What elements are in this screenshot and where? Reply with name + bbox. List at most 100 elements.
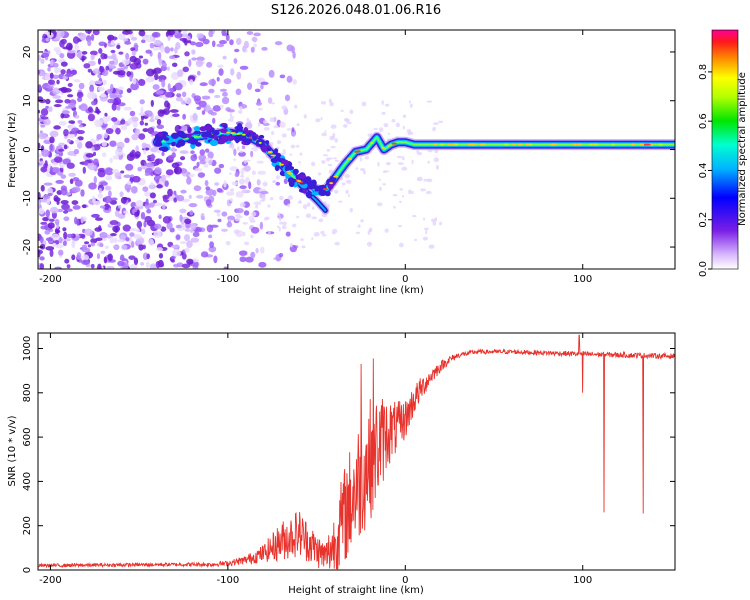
noise-speckle (66, 162, 75, 169)
noise-speckle (226, 191, 235, 196)
noise-speckle (382, 170, 387, 173)
noise-speckle (239, 202, 246, 208)
noise-speckle (243, 210, 250, 216)
noise-speckle (229, 172, 232, 175)
noise-speckle (138, 112, 146, 117)
noise-speckle (253, 32, 261, 37)
noise-speckle (140, 39, 146, 44)
ridge-blob (310, 179, 317, 187)
noise-speckle (52, 74, 59, 80)
noise-speckle (385, 161, 391, 166)
noise-speckle (52, 62, 59, 68)
noise-speckle (137, 78, 146, 87)
noise-speckle (60, 188, 68, 196)
noise-speckle (66, 233, 74, 238)
noise-speckle (72, 36, 80, 44)
noise-speckle (60, 200, 69, 205)
noise-speckle (54, 218, 60, 226)
noise-speckle (140, 262, 145, 266)
noise-speckle (199, 159, 207, 165)
noise-speckle (81, 55, 85, 62)
noise-speckle (250, 150, 254, 158)
noise-speckle (64, 73, 74, 78)
noise-speckle (158, 214, 162, 220)
noise-speckle (38, 109, 41, 114)
ridge-peak (447, 143, 451, 146)
ridge-blob (223, 124, 228, 129)
ridge-blob (292, 168, 299, 175)
noise-speckle (68, 172, 76, 177)
noise-speckle (64, 258, 70, 264)
noise-speckle (97, 86, 105, 92)
spectrogram-x-tick-label: -100 (217, 274, 240, 285)
noise-speckle (106, 265, 115, 269)
noise-speckle (175, 42, 181, 50)
noise-speckle (156, 124, 165, 130)
noise-speckle (250, 46, 255, 53)
noise-speckle (428, 244, 435, 249)
noise-speckle (162, 216, 171, 224)
noise-speckle (62, 240, 67, 247)
ridge-peak (639, 143, 644, 146)
snr-y-axis-title: SNR (10 * v/v) (7, 415, 18, 486)
noise-speckle (149, 192, 156, 199)
noise-speckle (142, 244, 146, 250)
noise-speckle (166, 30, 175, 36)
ridge-blob (305, 190, 313, 199)
noise-speckle (39, 256, 45, 261)
noise-speckle (422, 236, 429, 241)
noise-speckle (103, 120, 108, 125)
noise-speckle (109, 237, 115, 244)
noise-speckle (116, 105, 121, 111)
noise-speckle (242, 222, 249, 225)
noise-speckle (71, 200, 79, 205)
noise-speckle (427, 160, 431, 164)
noise-speckle (169, 87, 175, 93)
noise-speckle (196, 33, 204, 39)
noise-speckle (73, 79, 81, 83)
noise-speckle (54, 67, 59, 74)
noise-speckle (53, 197, 61, 202)
ridge-blob (225, 135, 235, 141)
noise-speckle (43, 182, 53, 186)
noise-speckle (99, 243, 104, 248)
noise-speckle (106, 89, 113, 95)
snr-x-axis-title: Height of straight line (km) (288, 585, 424, 596)
noise-speckle (126, 88, 132, 94)
noise-speckle (173, 197, 178, 203)
noise-speckle (186, 240, 193, 248)
noise-speckle (143, 149, 147, 155)
noise-speckle (51, 162, 59, 166)
noise-speckle (182, 113, 187, 120)
noise-speckle (296, 123, 300, 127)
noise-speckle (201, 95, 211, 100)
noise-speckle (189, 79, 194, 85)
noise-speckle (239, 65, 249, 70)
noise-speckle (107, 63, 115, 69)
noise-speckle (216, 187, 223, 193)
noise-speckle (112, 155, 120, 160)
noise-speckle (66, 264, 71, 269)
noise-speckle (85, 153, 94, 158)
noise-speckle (133, 257, 139, 265)
noise-speckle (193, 185, 202, 192)
noise-speckle (43, 118, 51, 126)
noise-speckle (101, 152, 107, 158)
noise-speckle (117, 67, 125, 71)
noise-speckle (326, 148, 331, 152)
noise-speckle (423, 217, 426, 221)
noise-speckle (136, 228, 141, 233)
noise-speckle (81, 51, 88, 55)
noise-speckle (391, 118, 396, 123)
noise-speckle (283, 178, 288, 185)
noise-speckle (330, 145, 336, 149)
noise-speckle (217, 218, 222, 223)
noise-speckle (193, 261, 199, 268)
noise-speckle (290, 144, 296, 149)
noise-speckle (63, 128, 69, 137)
noise-speckle (134, 211, 139, 218)
noise-speckle (237, 146, 240, 151)
ridge-blob (199, 126, 207, 132)
noise-speckle (186, 258, 194, 265)
